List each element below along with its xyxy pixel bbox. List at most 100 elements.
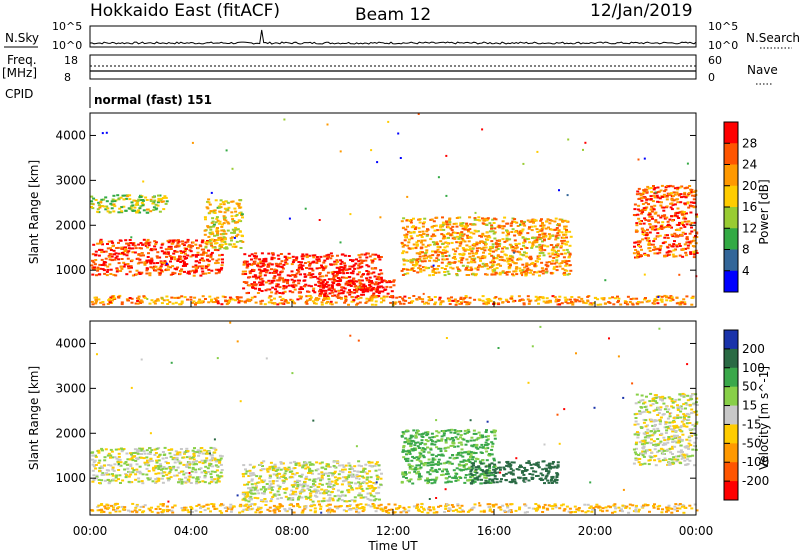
heatmap-cell <box>255 475 259 478</box>
heatmap-cell <box>328 287 332 290</box>
heatmap-cell <box>505 239 509 242</box>
heatmap-cell <box>420 462 424 465</box>
heatmap-cell <box>658 201 662 204</box>
heatmap-cell <box>336 254 339 257</box>
heatmap-cell <box>304 495 308 498</box>
heatmap-cell <box>233 245 237 248</box>
heatmap-cell <box>308 469 312 471</box>
heatmap-cell <box>362 480 366 483</box>
heatmap-cell <box>124 476 128 479</box>
heatmap-cell <box>306 254 310 257</box>
heatmap-cell <box>133 448 137 451</box>
heatmap-cell <box>408 437 412 440</box>
heatmap-cell <box>126 195 130 198</box>
heatmap-cell <box>485 439 489 442</box>
heatmap-cell <box>464 295 468 297</box>
heatmap-cell <box>157 459 161 462</box>
heatmap-cell <box>196 254 200 256</box>
heatmap-cell <box>374 295 378 298</box>
heatmap-cell <box>489 453 493 456</box>
heatmap-cell <box>109 273 113 275</box>
heatmap-cell <box>100 258 104 261</box>
heatmap-cell <box>250 258 253 261</box>
heatmap-cell <box>218 459 222 462</box>
heatmap-cell <box>304 207 307 210</box>
heatmap-cell <box>117 448 121 451</box>
heatmap-cell <box>625 303 629 306</box>
heatmap-cell <box>214 460 218 463</box>
heatmap-cell <box>146 256 150 258</box>
heatmap-cell <box>156 268 160 271</box>
heatmap-cell <box>264 289 268 292</box>
heatmap-cell <box>472 439 476 442</box>
heatmap-cell <box>455 477 459 480</box>
heatmap-cell <box>330 255 334 257</box>
heatmap-cell <box>143 461 147 464</box>
heatmap-cell <box>480 443 484 446</box>
heatmap-cell <box>268 262 272 265</box>
heatmap-cell <box>218 461 222 464</box>
heatmap-cell <box>315 495 319 498</box>
heatmap-cell <box>521 228 525 231</box>
heatmap-cell <box>448 263 452 266</box>
heatmap-cell <box>217 475 221 478</box>
heatmap-cell <box>105 205 109 208</box>
heatmap-cell <box>491 245 495 248</box>
heatmap-cell <box>326 255 330 258</box>
heatmap-cell <box>467 303 471 306</box>
heatmap-cell <box>360 262 364 264</box>
heatmap-cell <box>440 251 444 254</box>
heatmap-cell <box>653 204 657 207</box>
heatmap-cell <box>163 471 167 474</box>
heatmap-cell <box>183 296 187 299</box>
heatmap-cell <box>317 297 321 300</box>
heatmap-cell <box>224 200 228 203</box>
colorbar-tick-label: 8 <box>742 243 750 257</box>
heatmap-cell <box>486 235 490 238</box>
heatmap-cell <box>329 257 333 260</box>
heatmap-cell <box>191 467 195 470</box>
heatmap-cell <box>485 303 489 306</box>
heatmap-cell <box>653 225 657 228</box>
heatmap-cell <box>424 439 428 441</box>
heatmap-cell <box>283 491 287 494</box>
heatmap-cell <box>427 266 430 269</box>
heatmap-cell <box>529 255 533 258</box>
heatmap-cell <box>355 290 359 293</box>
heatmap-cell <box>175 458 179 461</box>
heatmap-cell <box>217 480 221 483</box>
heatmap-cell <box>516 232 520 235</box>
heatmap-cell <box>636 251 640 254</box>
heatmap-cell <box>536 297 540 300</box>
heatmap-cell <box>371 486 375 489</box>
heatmap-cell <box>249 495 253 498</box>
heatmap-cell <box>550 249 554 252</box>
heatmap-cell <box>551 234 554 237</box>
heatmap-cell <box>295 472 299 475</box>
heatmap-cell <box>186 238 190 241</box>
heatmap-cell <box>171 265 175 268</box>
heatmap-cell <box>474 469 478 472</box>
heatmap-cell <box>160 302 164 305</box>
heatmap-cell <box>141 243 145 246</box>
heatmap-cell <box>481 434 484 437</box>
heatmap-cell <box>641 238 645 241</box>
colorbar-tick-label: 4 <box>742 264 750 278</box>
heatmap-cell <box>462 233 466 236</box>
heatmap-cell <box>645 191 649 194</box>
heatmap-cell <box>239 247 243 249</box>
heatmap-cell <box>643 196 647 199</box>
heatmap-cell <box>405 429 409 432</box>
heatmap-cell <box>671 235 675 238</box>
heatmap-cell <box>657 295 660 298</box>
heatmap-cell <box>330 271 334 274</box>
heatmap-cell <box>446 446 450 449</box>
heatmap-cell <box>647 203 650 206</box>
heatmap-cell <box>494 242 498 245</box>
heatmap-cell <box>677 194 681 197</box>
heatmap-cell <box>322 298 326 301</box>
heatmap-cell <box>370 297 374 300</box>
heatmap-cell <box>419 247 423 250</box>
heatmap-cell <box>129 465 133 468</box>
